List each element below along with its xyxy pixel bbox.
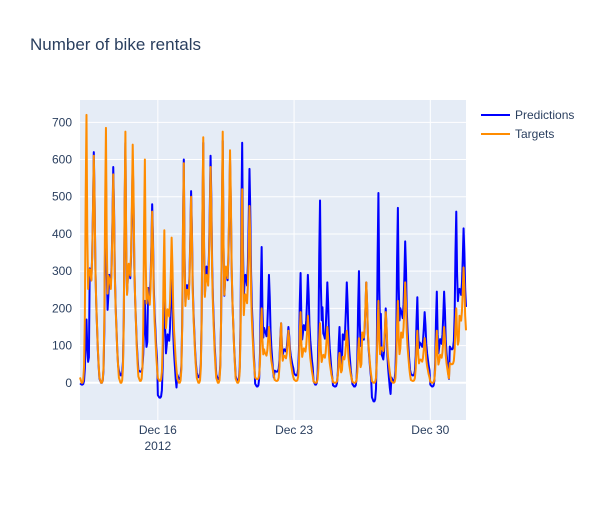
legend: Predictions Targets <box>481 108 574 141</box>
y-tick-label: 700 <box>52 115 72 129</box>
series-lines <box>79 113 467 403</box>
legend-label-predictions: Predictions <box>515 108 574 122</box>
y-tick-label: 600 <box>52 153 72 167</box>
axes: 0 100 200 300 400 500 600 700 Dec 16 2012 Dec 23 De… <box>52 115 450 453</box>
y-tick-label: 300 <box>52 264 72 278</box>
y-tick-label: 200 <box>52 301 72 315</box>
series-line-targets <box>79 113 467 384</box>
y-tick-label: 400 <box>52 227 72 241</box>
legend-label-targets: Targets <box>515 127 554 141</box>
chart-title: Number of bike rentals <box>30 35 201 54</box>
y-tick-label: 100 <box>52 339 72 353</box>
x-tick-sublabel: 2012 <box>144 439 171 453</box>
x-tick-label: Dec 23 <box>275 423 313 437</box>
y-tick-label: 500 <box>52 190 72 204</box>
x-tick-label: Dec 16 <box>139 423 177 437</box>
y-tick-label: 0 <box>65 376 72 390</box>
x-tick-label: Dec 30 <box>411 423 449 437</box>
